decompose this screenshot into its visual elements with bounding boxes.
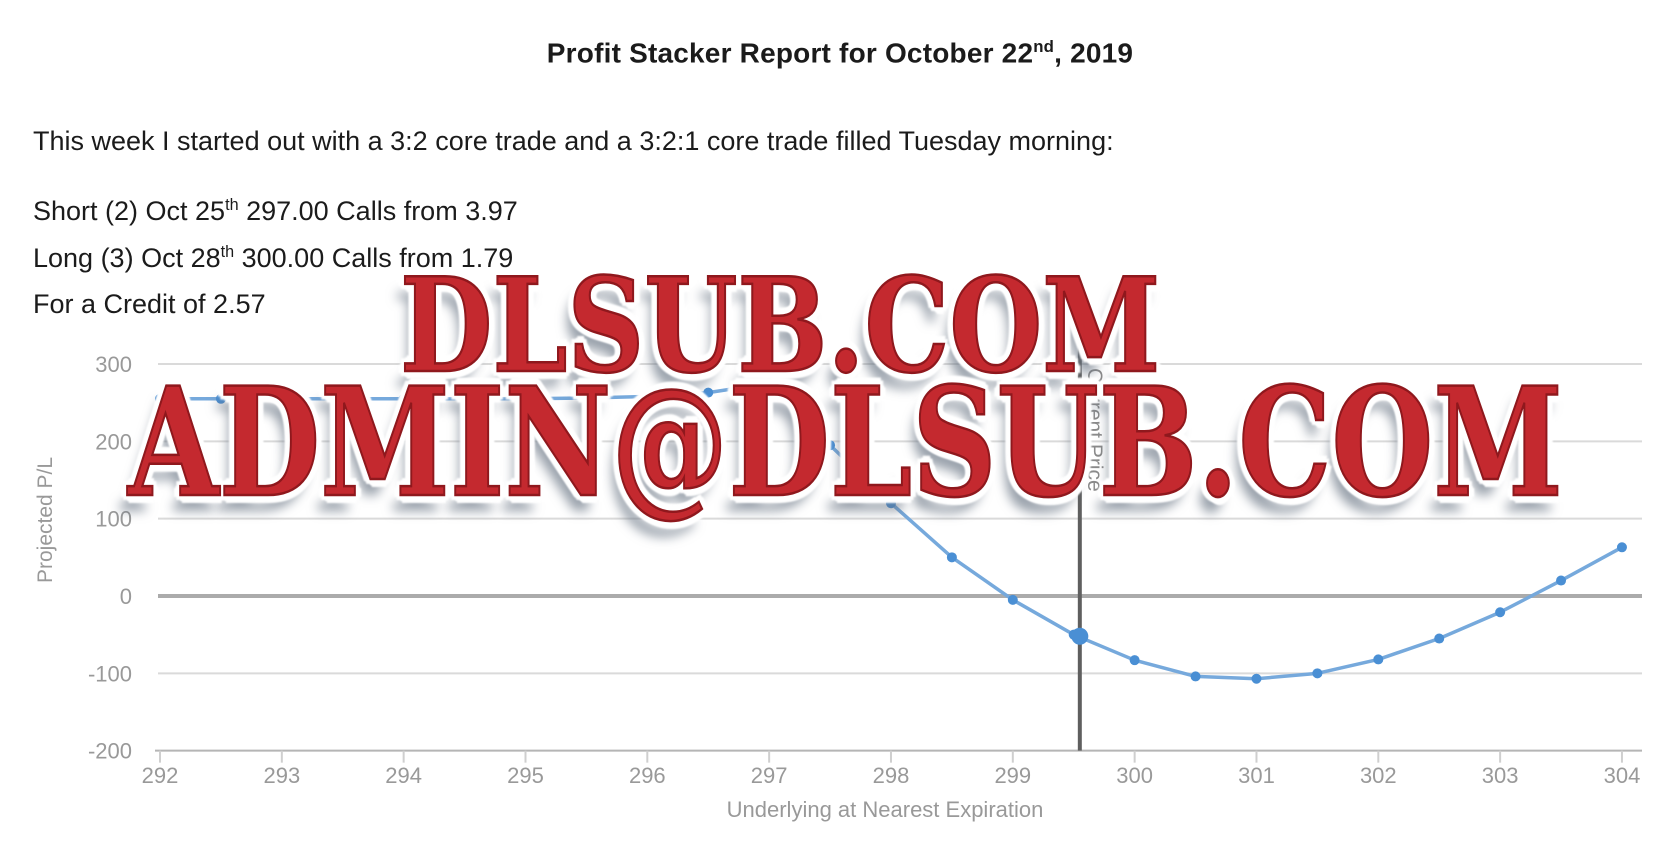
trade-line-long-suffix: 300.00 Calls from 1.79: [234, 243, 514, 273]
svg-text:299: 299: [994, 763, 1031, 788]
svg-text:200: 200: [95, 429, 132, 454]
svg-text:295: 295: [507, 763, 544, 788]
trade-line-short-text: Short (2) Oct 25: [33, 196, 226, 226]
svg-text:0: 0: [120, 584, 132, 609]
watermark-admin-email: ADMIN@DLSUB.COM: [127, 355, 1564, 531]
svg-text:298: 298: [873, 763, 910, 788]
svg-text:304: 304: [1604, 763, 1641, 788]
svg-text:Projected P/L: Projected P/L: [34, 457, 57, 583]
trade-line-long: Long (3) Oct 28th 300.00 Calls from 1.79: [33, 243, 513, 274]
svg-text:300: 300: [95, 352, 132, 377]
trade-line-short: Short (2) Oct 25th 297.00 Calls from 3.9…: [33, 196, 518, 227]
trade-line-credit: For a Credit of 2.57: [33, 289, 266, 320]
svg-text:296: 296: [629, 763, 666, 788]
svg-text:292: 292: [142, 763, 179, 788]
svg-text:294: 294: [385, 763, 422, 788]
svg-text:301: 301: [1238, 763, 1275, 788]
report-title: Profit Stacker Report for October 22nd, …: [0, 37, 1680, 69]
report-title-suffix: , 2019: [1054, 37, 1134, 69]
trade-line-long-text: Long (3) Oct 28: [33, 243, 221, 273]
trade-line-long-superscript: th: [220, 243, 235, 261]
svg-text:302: 302: [1360, 763, 1397, 788]
svg-text:293: 293: [263, 763, 300, 788]
svg-text:303: 303: [1482, 763, 1519, 788]
svg-text:300: 300: [1116, 763, 1153, 788]
svg-text:100: 100: [95, 507, 132, 532]
trade-line-short-suffix: 297.00 Calls from 3.97: [238, 196, 518, 226]
svg-text:Underlying at Nearest Expirati: Underlying at Nearest Expiration: [727, 797, 1044, 822]
report-title-text: Profit Stacker Report for October 22: [546, 37, 1034, 69]
intro-paragraph: This week I started out with a 3:2 core …: [33, 126, 1114, 156]
trade-line-credit-text: For a Credit of 2.57: [33, 289, 266, 319]
svg-text:Current Price: Current Price: [1083, 368, 1106, 492]
svg-text:297: 297: [751, 763, 788, 788]
trade-line-short-superscript: th: [225, 196, 239, 214]
svg-text:-100: -100: [88, 661, 132, 686]
report-title-superscript: nd: [1033, 36, 1055, 56]
watermark-dlsub: DLSUB.COM: [399, 249, 1161, 402]
svg-text:-200: -200: [88, 739, 132, 764]
